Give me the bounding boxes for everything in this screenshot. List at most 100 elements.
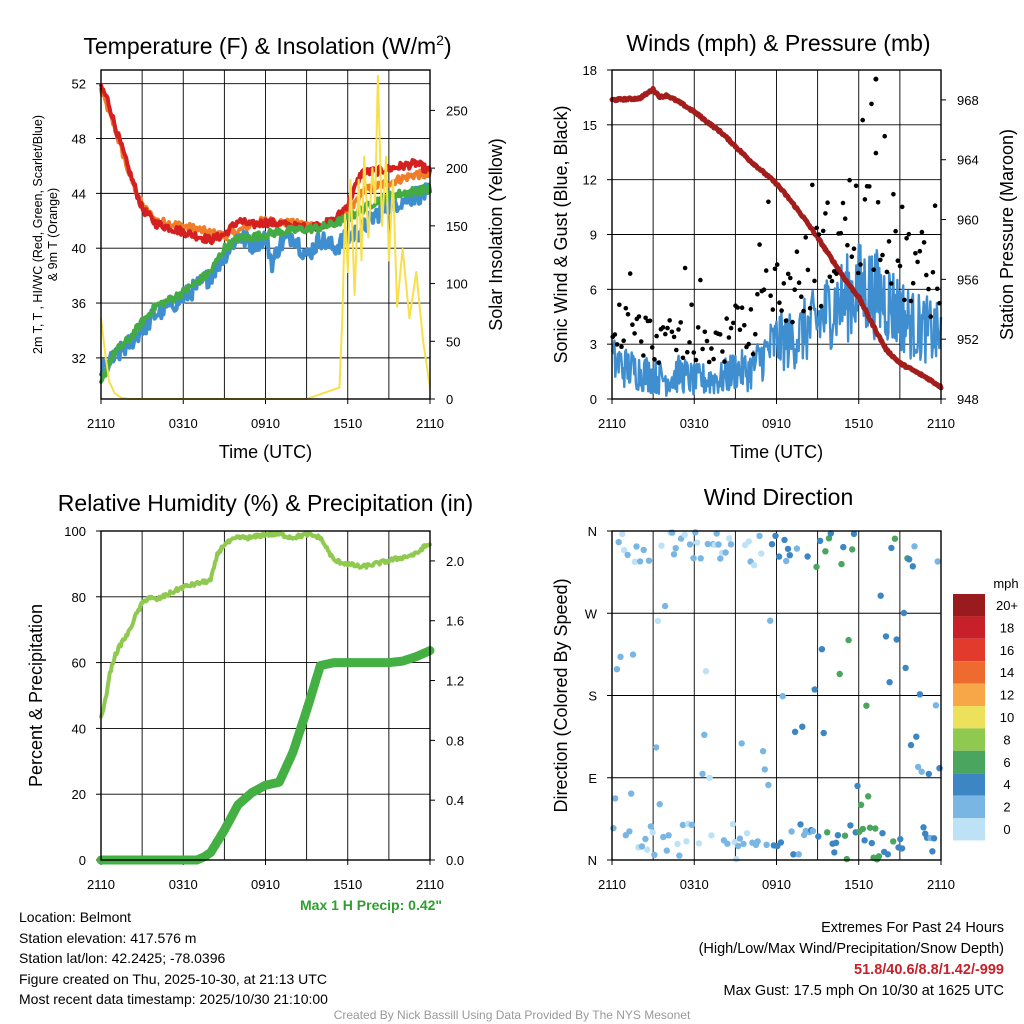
wdir-point [736,835,744,842]
wdir-point [777,839,785,846]
wdir-point [610,825,617,832]
wdir-point [759,748,767,755]
wind-gust-point [695,325,701,330]
wdir-point [822,548,829,555]
wdir-point [786,552,793,559]
wind-frame [611,69,942,400]
wdir-point [788,828,795,835]
wdir-point [827,530,834,537]
wind-gust-point [867,184,872,189]
rh-ytick-40: 40 [72,721,86,736]
wind-gust-point [722,359,727,364]
wdir-point [913,733,920,740]
wind-gust-point [829,278,835,284]
wind-gust-point [805,267,811,273]
station-info: Location: Belmont Station elevation: 417… [19,907,328,1010]
temp-ytick-36: 36 [72,296,86,311]
wind-gust-point [812,278,817,284]
wind-gust-point [869,101,874,107]
temp-y2tick-250: 250 [446,103,468,118]
temp-ytick-44: 44 [72,186,86,201]
wind-gust-point [810,182,815,188]
wind-gust-point [781,281,787,286]
wind-gust-point [750,351,756,357]
wind-gust-point [891,191,896,197]
wdir-point [620,546,628,554]
temp-series-td [99,183,432,384]
wdir-legend-swatch-0 [953,818,985,841]
temp-ytick-32: 32 [72,351,86,366]
wind-gust-point [724,316,729,321]
wind-gust-point [792,287,797,293]
wdir-point [890,838,897,845]
wind-y2tick-968: 968 [957,93,979,108]
wind-series-sonic [610,243,943,397]
wind-gust-point [649,345,655,350]
wdir-point [733,856,740,863]
wdir-point [925,770,932,778]
wdir-point [838,560,845,568]
wdir-point [857,801,865,808]
wdir-point [879,830,886,837]
wdir-point [612,795,619,802]
temp-xtick-0910: 0910 [251,416,280,431]
temp-ytick-40: 40 [72,241,86,256]
temp-y2tick-150: 150 [446,219,468,234]
temp-frame [100,69,431,400]
wind-gust-point [796,280,802,286]
wind-ytick-6: 6 [590,282,597,297]
temp-series-hiwc [99,182,432,377]
wind-gust-point [834,271,839,277]
wind-gust-point [770,307,776,312]
wdir-point [767,617,774,624]
wind-gust-point [788,275,793,281]
wind-gust-point [928,314,933,319]
temp-ytick-52: 52 [72,77,86,92]
wdir-point [834,832,842,839]
wdir-point [934,558,941,565]
wdir-point [626,828,633,835]
wind-gust-point [794,249,800,254]
rh-series-rh [99,530,432,719]
wdir-ytick-W: W [585,606,598,621]
wind-gust-point [897,263,903,269]
wind-y2tick-960: 960 [957,213,979,228]
wind-gust-point [617,302,622,308]
extremes-values: 51.8/40.6/8.8/1.42/-999 [854,962,1004,978]
wind-gust-point [671,334,677,340]
wdir-point [898,845,906,852]
wind-gust-point [908,298,914,304]
wdir-point [886,679,893,686]
wdir-point [708,832,715,839]
wdir-point [633,543,640,550]
wdir-point [847,822,854,829]
wind-gust-point [823,211,828,216]
wind-gust-point [799,294,804,300]
wdir-legend-label-20+: 20+ [996,598,1018,613]
wind-gust-point [726,335,732,340]
wdir-point [743,830,751,837]
wdir-point [906,556,913,563]
wind-gust-point [893,228,898,234]
rh-xtick-0910: 0910 [251,877,280,892]
wdir-point [672,545,679,552]
rh-ytick-20: 20 [72,787,86,802]
wdir-point [916,691,924,698]
wind-gust-point [886,239,892,244]
wind-gust-point [904,236,909,241]
wdir-point [865,793,872,800]
wdir-point [654,617,662,625]
wind-gust-point [654,333,659,339]
info-location: Location: Belmont [19,909,132,925]
wdir-point [665,832,672,839]
wdir-legend-label-4: 4 [1003,777,1010,792]
wind-gust-point [888,281,894,286]
wdir-point [893,636,900,643]
wind-gust-point [761,287,767,293]
wind-ytick-18: 18 [583,63,597,78]
rh-y2tick-1.6: 1.6 [446,614,464,629]
wind-gust-point [926,286,931,292]
wind-gust-point [636,314,642,319]
wind-gust-point [700,346,705,352]
wind-gust-point [682,265,688,271]
